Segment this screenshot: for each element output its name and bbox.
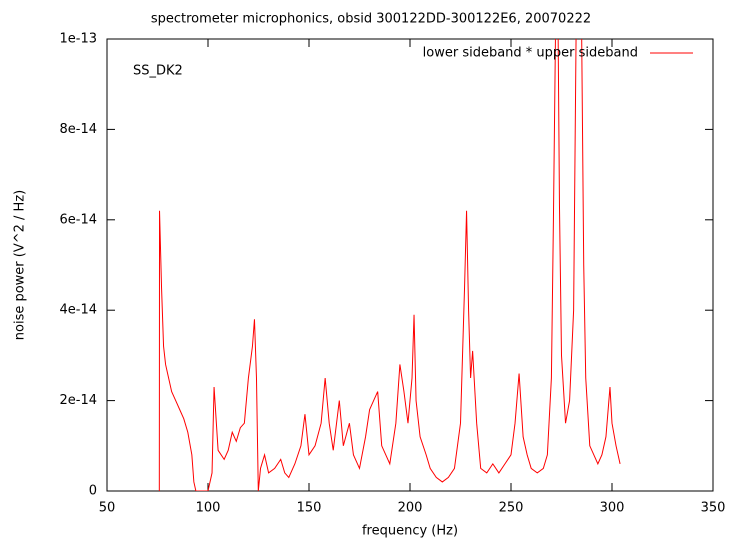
x-axis-label: frequency (Hz) [362, 524, 458, 539]
x-tick-label: 300 [600, 501, 625, 516]
x-tick-label: 50 [99, 501, 116, 516]
y-tick-label: 6e-14 [59, 212, 97, 227]
y-tick-label: 4e-14 [59, 303, 97, 318]
y-axis-label: noise power (V^2 / Hz) [13, 190, 28, 340]
legend-label: lower sideband * upper sideband [423, 46, 638, 61]
chart-title: spectrometer microphonics, obsid 300122D… [151, 12, 591, 27]
x-tick-label: 350 [701, 501, 726, 516]
plot-frame [106, 38, 714, 492]
y-tick-label: 1e-13 [59, 32, 97, 47]
x-tick-label: 250 [499, 501, 524, 516]
data-line [158, 39, 621, 491]
annotation: SS_DK2 [133, 64, 183, 79]
x-tick-label: 200 [398, 501, 423, 516]
y-tick-label: 0 [89, 484, 97, 499]
x-tick-label: 150 [297, 501, 322, 516]
x-tick-label: 100 [196, 501, 221, 516]
y-tick-label: 2e-14 [59, 393, 97, 408]
y-tick-label: 8e-14 [59, 122, 97, 137]
